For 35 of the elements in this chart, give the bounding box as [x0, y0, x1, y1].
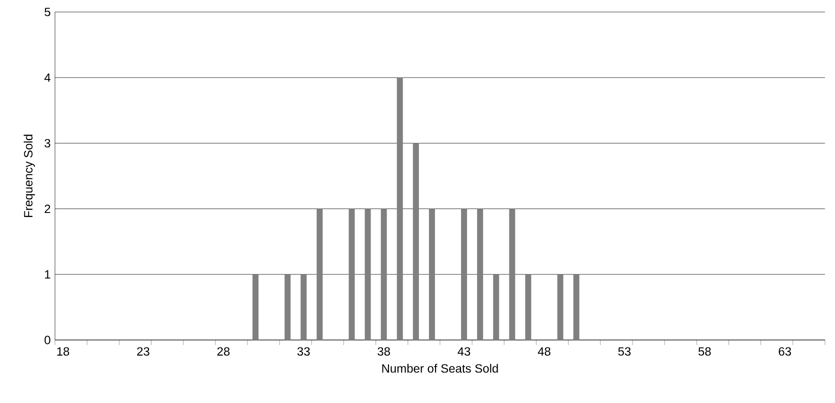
bar [493, 274, 500, 340]
bar [428, 208, 435, 340]
bar [364, 208, 371, 340]
x-tick-label: 43 [458, 347, 470, 356]
x-tick-label: 18 [57, 347, 70, 356]
bar [573, 274, 580, 340]
y-tick-label: 1 [45, 270, 50, 279]
x-tick-label: 58 [698, 347, 711, 356]
bar [412, 143, 419, 340]
bar [348, 208, 355, 340]
y-tick-label: 4 [44, 73, 50, 82]
bar [557, 274, 564, 340]
x-tick-label: 23 [137, 347, 150, 356]
x-axis-title: Number of Seats Sold [382, 364, 498, 373]
x-tick-label: 38 [378, 347, 390, 356]
y-axis-title: Frequency Sold [24, 134, 35, 218]
bar [477, 208, 484, 340]
y-tick-label: 2 [44, 204, 50, 213]
y-tick-label: 3 [44, 138, 50, 148]
bar [300, 274, 307, 340]
bar [252, 274, 259, 340]
bar [284, 274, 291, 340]
x-tick-label: 28 [217, 347, 230, 356]
bar [380, 208, 387, 340]
x-tick-label: 53 [618, 347, 631, 356]
y-tick-label: 0 [44, 336, 50, 344]
y-tick-label: 5 [44, 8, 50, 16]
x-tick-label: 33 [297, 347, 310, 356]
bar [525, 274, 532, 340]
bar [509, 208, 516, 340]
x-tick-label: 63 [778, 347, 792, 356]
x-tick-label: 48 [538, 347, 550, 356]
bar [316, 208, 323, 340]
bar [396, 78, 403, 340]
bar [461, 208, 468, 340]
